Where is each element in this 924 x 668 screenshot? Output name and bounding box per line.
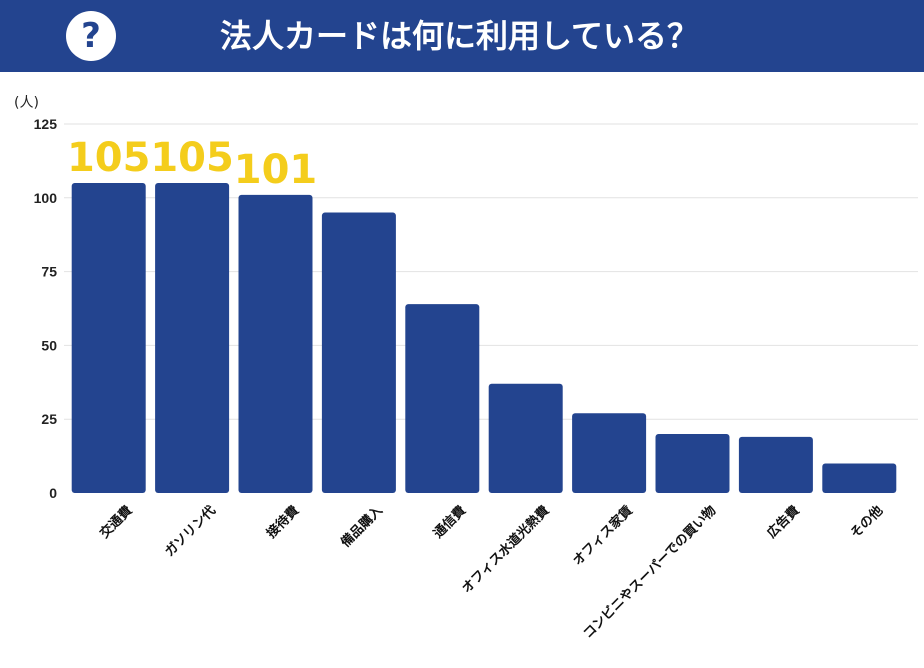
question-mark-icon: ? <box>66 11 116 61</box>
y-tick-label: 50 <box>41 337 57 353</box>
y-tick-label: 75 <box>41 264 57 280</box>
x-tick-label: 交通費 <box>97 503 136 542</box>
x-tick-label: コンビニやスーパーでの買い物 <box>580 503 719 642</box>
x-tick-label: 備品購入 <box>338 503 386 551</box>
x-tick-label: オフィス家賃 <box>570 503 636 569</box>
x-tick-label: ガソリン代 <box>162 503 219 560</box>
bar <box>738 436 813 493</box>
x-tick-label: 通信費 <box>430 503 469 542</box>
y-tick-label: 25 <box>41 411 57 427</box>
bar <box>71 183 146 494</box>
bar <box>572 413 647 493</box>
bar <box>321 212 396 493</box>
y-tick-label: 125 <box>34 116 58 132</box>
bar <box>405 304 480 493</box>
y-tick-label: 0 <box>49 485 57 501</box>
bar <box>655 433 730 493</box>
data-label: 101 <box>234 147 318 193</box>
title-banner: ? 法人カードは何に利用している？ <box>0 0 924 72</box>
y-unit-label: (人) <box>14 95 39 111</box>
x-tick-label: その他 <box>847 503 886 542</box>
data-label: 105 <box>67 135 151 181</box>
bar <box>238 194 313 493</box>
bar <box>155 183 230 494</box>
data-label: 105 <box>150 135 234 181</box>
bar <box>488 383 563 493</box>
x-tick-label: 広告費 <box>764 503 803 542</box>
x-tick-label: オフィス水道光熱費 <box>459 503 553 597</box>
bar <box>822 463 897 493</box>
chart-title: 法人カードは何に利用している？ <box>220 17 700 55</box>
y-tick-label: 100 <box>34 190 58 206</box>
x-tick-label: 接待費 <box>263 503 302 542</box>
